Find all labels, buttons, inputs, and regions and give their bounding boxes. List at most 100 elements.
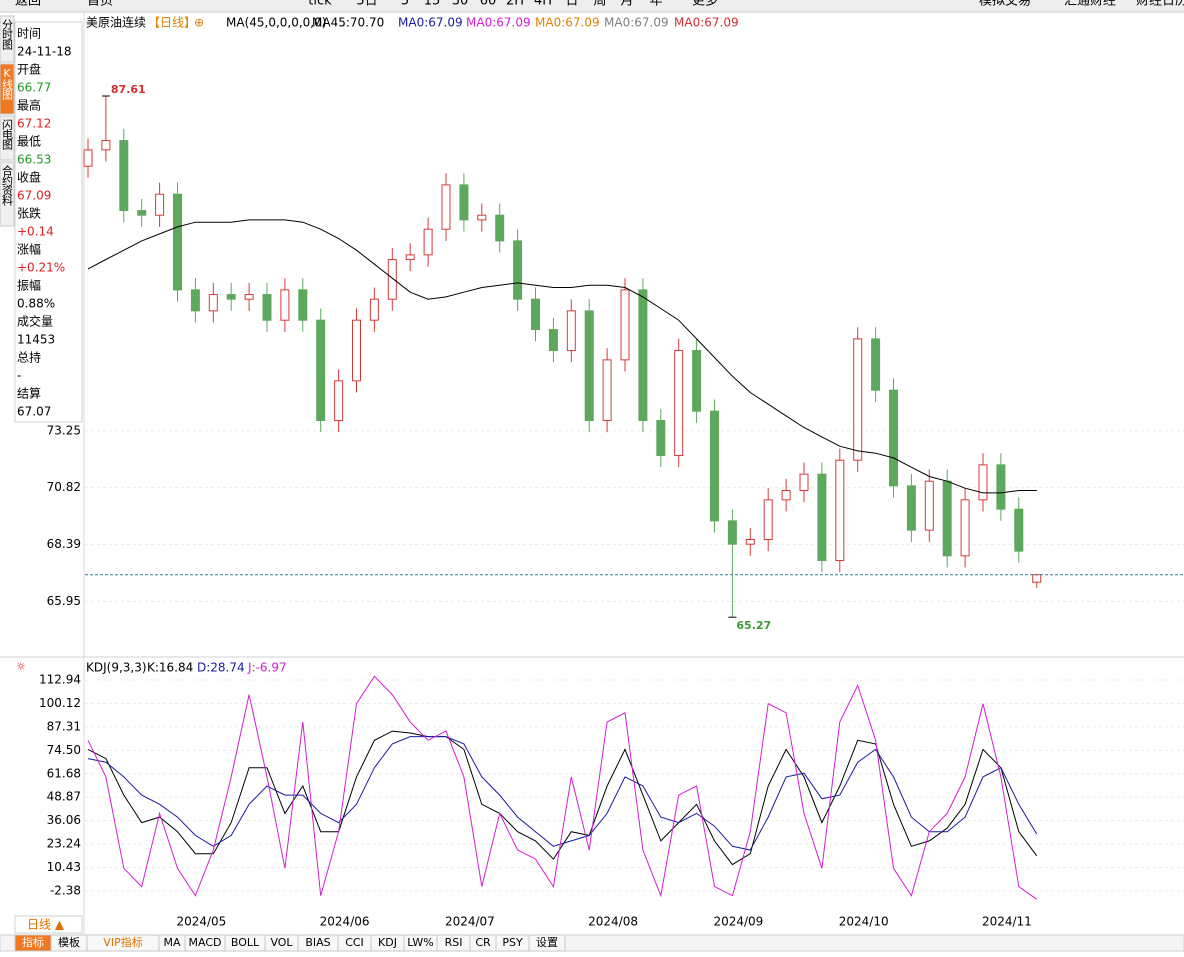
candle-body <box>871 338 881 391</box>
bottom-tab[interactable]: VOL <box>270 936 293 949</box>
side-tab[interactable]: 闪电图 <box>1 118 14 151</box>
candle-body <box>369 298 379 321</box>
candle-body <box>352 319 361 382</box>
toolbar-button[interactable]: 5 <box>401 0 409 9</box>
toolbar-button[interactable]: 周 <box>593 0 606 9</box>
toolbar-button[interactable]: 更多 <box>692 0 718 9</box>
y-tick-label: 70.82 <box>47 480 81 494</box>
y-tick-label: 48.87 <box>47 790 81 804</box>
side-tab-bg[interactable] <box>0 115 15 161</box>
candle-body <box>1032 574 1042 583</box>
side-tab[interactable]: K线图 <box>1 67 14 101</box>
bottom-tab[interactable]: BOLL <box>231 936 260 949</box>
toolbar-button[interactable]: 首页 <box>87 0 113 9</box>
info-label: 振幅 <box>17 278 41 293</box>
header-item: MA0:67.09 <box>466 16 531 30</box>
toolbar-button[interactable]: 年 <box>649 0 662 9</box>
header-item: 美原油连续 <box>86 15 146 30</box>
candle-body <box>101 140 111 151</box>
candle-body <box>638 289 648 422</box>
candle-body <box>226 294 236 300</box>
line-ma45 <box>87 219 1037 494</box>
toolbar-button[interactable]: 模拟交易 <box>979 0 1031 9</box>
x-tick-label: 2024/05 <box>176 915 226 929</box>
toolbar-button[interactable]: tick <box>308 0 332 9</box>
y-tick-label: -2.38 <box>50 883 81 897</box>
bottom-tab[interactable]: MA <box>163 936 180 949</box>
candle-body <box>889 389 898 487</box>
kdj-header-item: D:28.74 <box>197 661 245 675</box>
candle-body <box>566 310 576 352</box>
period-button-bg[interactable] <box>14 915 83 934</box>
side-tab-bg[interactable] <box>0 63 15 115</box>
candle-body <box>745 539 755 545</box>
bottom-tab[interactable]: 模板 <box>58 935 80 949</box>
bottom-tab[interactable]: 设置 <box>536 936 558 949</box>
toolbar-button[interactable]: 2H <box>506 0 524 9</box>
candle-body <box>942 480 952 557</box>
side-tab-bg[interactable] <box>0 15 15 63</box>
toolbar-button[interactable]: 汇通财经 <box>1064 0 1116 9</box>
candle-body <box>978 464 988 501</box>
header-item: MA0:67.09 <box>398 16 463 30</box>
bottom-tab[interactable]: MACD <box>189 936 222 949</box>
y-tick-label: 61.68 <box>47 766 81 780</box>
toolbar-button[interactable]: 15 <box>424 0 441 9</box>
side-tab-bg[interactable] <box>0 161 15 227</box>
candle-body <box>781 490 791 501</box>
candle-body <box>602 359 612 422</box>
candle-body <box>835 459 845 562</box>
info-label: 成交量 <box>17 314 53 329</box>
candle-body <box>1014 508 1024 552</box>
candle-body <box>924 480 934 531</box>
candle-body <box>548 329 558 352</box>
y-tick-label: 36.06 <box>47 813 81 827</box>
candle-body <box>853 338 863 461</box>
candle-body <box>334 380 344 422</box>
period-button[interactable]: 日线 ▲ <box>27 918 65 932</box>
bottom-tab[interactable]: PSY <box>502 936 523 949</box>
bottom-tab[interactable]: RSI <box>445 936 463 949</box>
candle-body <box>960 499 970 557</box>
toolbar-button[interactable]: 5日 <box>356 0 377 9</box>
candle-body <box>513 240 523 300</box>
bottom-tab[interactable]: BIAS <box>305 936 330 949</box>
side-tab[interactable]: 合约资料 <box>1 164 14 207</box>
info-value: 24-11-18 <box>17 45 71 59</box>
candle-body <box>280 289 290 321</box>
bottom-tab[interactable]: 指标 <box>22 935 44 949</box>
toolbar-button[interactable]: 财经日历 <box>1136 0 1184 9</box>
y-tick-label: 87.31 <box>47 719 81 733</box>
y-tick-label: 65.95 <box>47 594 81 608</box>
bottom-tab[interactable]: CR <box>475 936 491 949</box>
info-label: 开盘 <box>17 62 41 77</box>
header-item: 【日线】 <box>148 16 196 30</box>
info-value: 67.07 <box>17 405 51 419</box>
kdj-icon: ☼ <box>16 660 26 673</box>
bottom-tab[interactable]: LW% <box>407 936 433 949</box>
toolbar-button[interactable]: 4H <box>534 0 552 9</box>
bottom-tab-bg[interactable] <box>528 934 566 952</box>
bottom-tab[interactable]: CCI <box>345 936 364 949</box>
toolbar-button[interactable]: 日 <box>565 0 578 9</box>
info-label: 最高 <box>17 98 41 113</box>
bottom-tab[interactable]: KDJ <box>378 936 397 949</box>
toolbar-button[interactable]: 月 <box>620 0 633 9</box>
info-value: 0.88% <box>17 297 55 311</box>
info-label: 涨幅 <box>17 242 41 257</box>
info-label: 结算 <box>17 386 41 401</box>
toolbar-button[interactable]: 60 <box>480 0 497 9</box>
side-tab[interactable]: 分时图 <box>1 19 14 51</box>
candle-body <box>692 350 702 412</box>
x-tick-label: 2024/08 <box>588 915 638 929</box>
bottom-tab[interactable]: VIP指标 <box>103 935 142 949</box>
kdj-header-item: K:16.84 <box>147 661 193 675</box>
info-label: 收盘 <box>17 170 41 185</box>
toolbar-button[interactable]: 返回 <box>15 0 41 9</box>
info-box <box>14 21 83 423</box>
candle-body <box>208 294 218 312</box>
info-value: 11453 <box>17 333 55 347</box>
candle-body <box>119 140 129 212</box>
toolbar-button[interactable]: 30 <box>452 0 469 9</box>
